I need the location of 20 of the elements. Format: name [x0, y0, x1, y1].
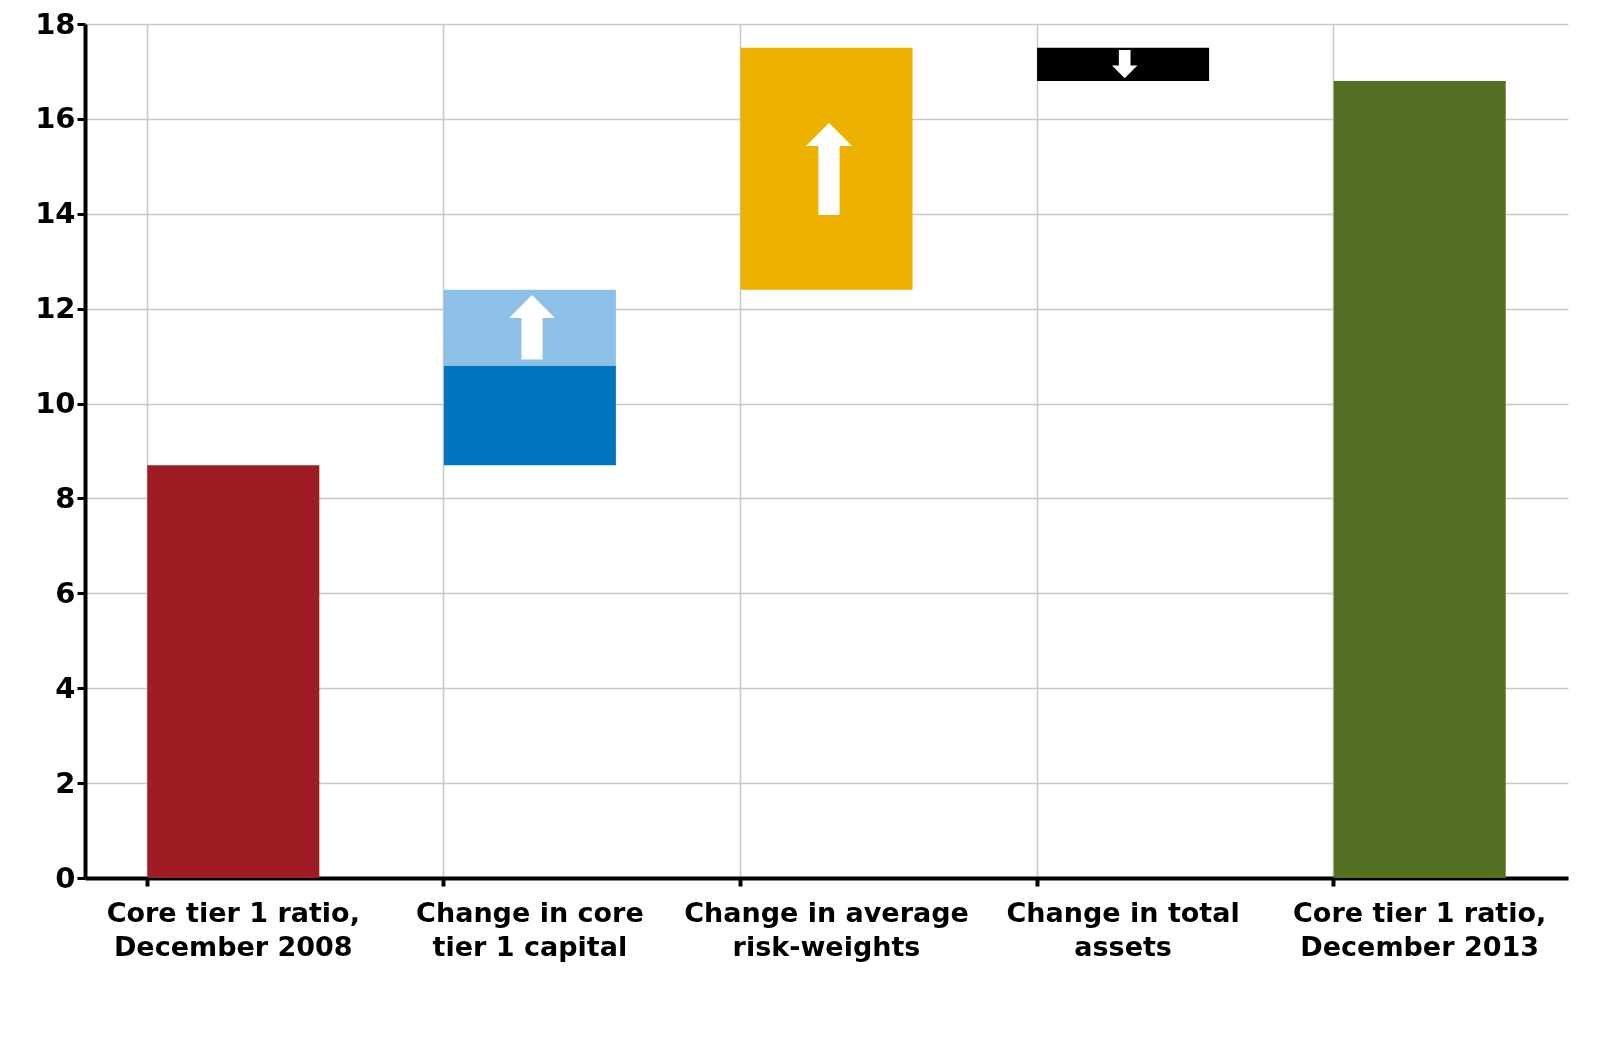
y-tick-label: 2: [55, 765, 76, 800]
y-tick-label: 0: [55, 860, 76, 895]
y-tick-label: 14: [35, 196, 76, 231]
x-tick-label: Change in core tier 1 capital: [416, 896, 644, 962]
y-tick-label: 18: [35, 6, 76, 41]
y-tick-label: 12: [35, 291, 76, 326]
bar: [740, 47, 913, 290]
y-tick-label: 6: [55, 575, 76, 610]
x-tick-label: Core tier 1 ratio, December 2013: [1293, 896, 1547, 962]
y-tick-label: 10: [35, 386, 76, 421]
y-tick-label: 4: [55, 670, 76, 705]
bar: [147, 465, 320, 878]
bar: [1333, 80, 1506, 878]
y-tick-label: 16: [35, 101, 76, 136]
x-tick-label: Change in total assets: [1006, 896, 1240, 962]
x-tick-label: Change in average risk-weights: [684, 896, 969, 962]
bar: [443, 365, 616, 466]
bar: [1037, 47, 1210, 81]
y-tick-label: 8: [55, 480, 76, 515]
x-tick-label: Core tier 1 ratio, December 2008: [106, 896, 360, 962]
